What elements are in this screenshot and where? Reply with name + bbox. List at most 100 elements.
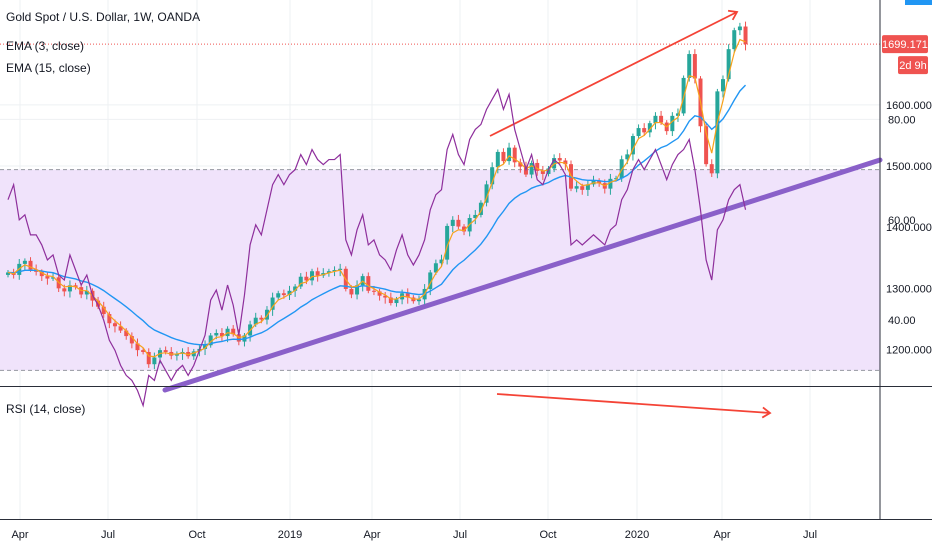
price-axis[interactable]: 1600.000 1500.000 1400.000 1300.000 1200.000: [886, 100, 932, 357]
time-tick-label: 2020: [625, 529, 649, 541]
candle: [456, 214, 461, 230]
candle: [501, 148, 506, 164]
price-up-arrow[interactable]: [489, 9, 739, 137]
price-tick-label: 1400.000: [886, 222, 932, 234]
ema3-legend[interactable]: EMA (3, close): [6, 39, 84, 53]
candle: [135, 338, 140, 357]
candle: [462, 224, 467, 236]
candle: [574, 181, 579, 193]
candle: [231, 325, 236, 337]
rsi-tick-label: 80.00: [888, 114, 916, 126]
rsi-line: [7, 87, 747, 408]
candle: [124, 328, 129, 340]
candle: [191, 348, 196, 360]
candle: [473, 210, 478, 225]
candle: [636, 124, 641, 139]
time-tick-label: Jul: [453, 529, 467, 541]
candle: [557, 153, 562, 166]
countdown-value: 2d 9h: [899, 60, 927, 72]
time-tick-label: 2019: [278, 529, 302, 541]
candle: [490, 162, 495, 190]
rsi-tick-label: 60.00: [888, 215, 916, 227]
candle: [129, 332, 134, 349]
ema15-legend[interactable]: EMA (15, close): [6, 61, 91, 75]
candle: [6, 270, 10, 278]
candle: [704, 122, 709, 167]
candle: [484, 180, 489, 207]
candle: [416, 295, 421, 305]
scale-mode-button[interactable]: [905, 0, 932, 5]
candle: [287, 285, 292, 300]
time-tick-label: Apr: [363, 529, 380, 541]
time-tick-label: Jul: [803, 529, 817, 541]
candle: [101, 301, 106, 318]
time-tick-label: Apr: [11, 529, 28, 541]
rsi-tick-label: 40.00: [888, 315, 916, 327]
time-tick-label: Apr: [713, 529, 730, 541]
candle: [28, 257, 33, 272]
time-tick-label: Oct: [188, 529, 205, 541]
candle: [405, 288, 410, 304]
candle: [552, 154, 557, 173]
candle: [270, 292, 275, 316]
candle: [315, 267, 320, 282]
last-price-badge: 1699.171: [882, 35, 928, 54]
support-trendline[interactable]: [162, 157, 883, 393]
candle: [608, 173, 613, 195]
candle: [84, 285, 89, 300]
ema3-line: [7, 38, 746, 358]
candle: [507, 142, 512, 165]
candle: [495, 149, 500, 174]
candle: [366, 272, 371, 294]
candle: [276, 290, 281, 300]
price-tick-label: 1300.000: [886, 283, 932, 295]
candle: [383, 292, 388, 304]
candle: [732, 27, 737, 53]
rsi-axis[interactable]: 80.00 60.00 40.00: [888, 114, 916, 327]
time-axis[interactable]: Apr Jul Oct 2019 Apr Jul Oct 2020 Apr Jul: [11, 529, 817, 541]
candle: [112, 319, 117, 333]
rsi-legend[interactable]: RSI (14, close): [6, 402, 85, 416]
candle: [709, 159, 714, 178]
time-tick-label: Oct: [539, 529, 556, 541]
candle: [529, 160, 534, 179]
ema15-line: [7, 84, 747, 346]
candle: [146, 348, 151, 368]
rsi-band: [0, 169, 880, 371]
candle: [67, 280, 72, 298]
rsi-down-arrow[interactable]: [496, 393, 772, 419]
candle: [377, 288, 382, 301]
candle: [478, 200, 483, 218]
candle: [585, 180, 590, 196]
price-tick-label: 1500.000: [886, 161, 932, 173]
candle: [518, 158, 523, 173]
candle: [721, 75, 726, 98]
chart-title[interactable]: Gold Spot / U.S. Dollar, 1W, OANDA: [6, 10, 200, 24]
candle: [45, 272, 50, 285]
time-tick-label: Jul: [101, 529, 115, 541]
candle: [96, 296, 101, 310]
candle: [743, 21, 748, 51]
price-tick-label: 1600.000: [886, 100, 932, 112]
last-price-value: 1699.171: [882, 39, 928, 51]
candle: [118, 321, 123, 334]
candle: [670, 112, 675, 137]
candle: [174, 351, 179, 361]
countdown-badge: 2d 9h: [898, 56, 928, 75]
candle: [737, 22, 742, 36]
candle: [715, 88, 720, 179]
candle: [512, 145, 517, 168]
candle: [298, 273, 303, 289]
candle: [152, 352, 157, 370]
candle: [540, 166, 545, 181]
candle: [653, 112, 658, 130]
candle: [208, 333, 213, 348]
price-tick-label: 1200.000: [886, 345, 932, 357]
candle: [219, 328, 224, 341]
candle: [450, 216, 455, 233]
candle: [535, 159, 540, 176]
candle: [355, 280, 360, 300]
candle: [445, 223, 450, 265]
candle: [107, 311, 112, 329]
